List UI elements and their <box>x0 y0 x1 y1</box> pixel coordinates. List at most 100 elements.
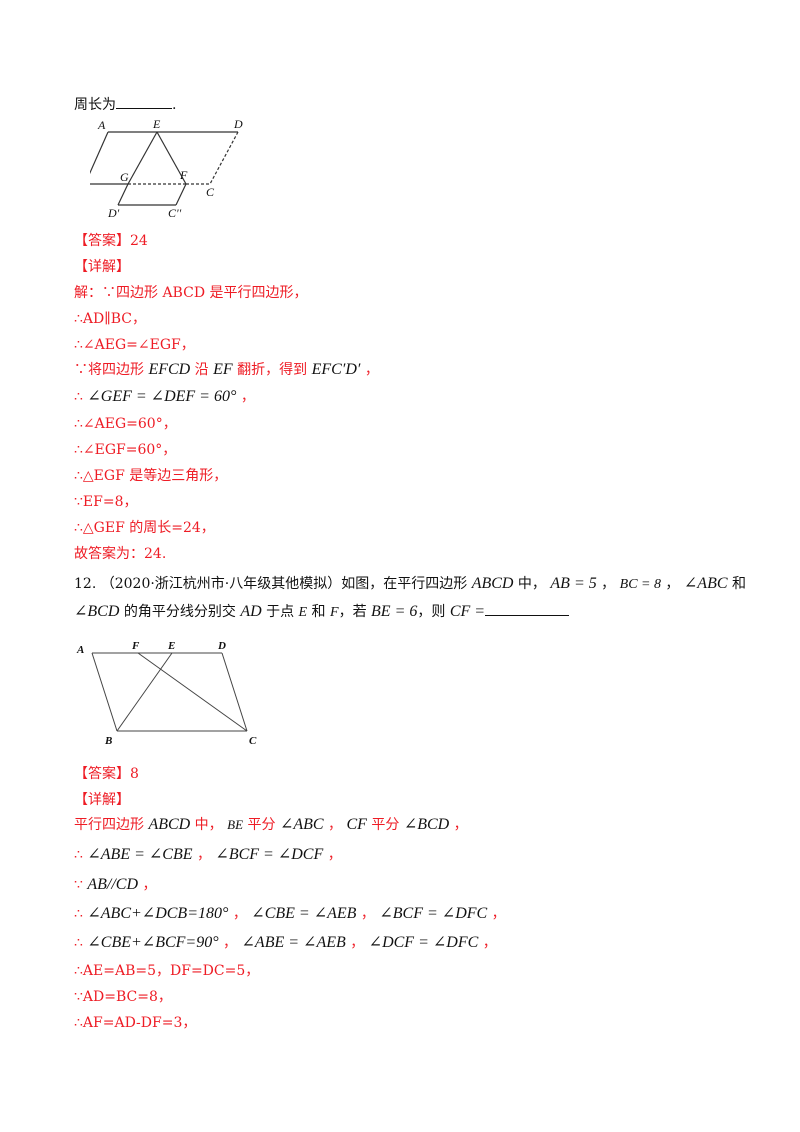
svg-text:E: E <box>167 640 175 652</box>
q12-step-8: ∴AF=AD-DF=3， <box>74 1015 197 1031</box>
step-text: 中， <box>190 817 228 833</box>
q11-step-3: ∴∠AEG=∠EGF， <box>74 337 195 353</box>
svg-text:E: E <box>152 117 161 131</box>
step-text: ， <box>228 906 252 922</box>
q11-prompt-text: 周长为 <box>74 97 116 113</box>
step-text: ， <box>218 935 242 951</box>
step-text: ， <box>449 817 468 833</box>
figure-parallelogram-bisectors: A F E D B C <box>76 640 257 747</box>
q12-detail-label: 【详解】 <box>74 792 130 808</box>
svg-text:F: F <box>179 168 188 182</box>
step-text: ∴ <box>74 906 88 922</box>
svg-text:A: A <box>76 644 84 656</box>
question-text: ， <box>660 576 684 592</box>
q11-detail-label: 【详解】 <box>74 259 130 275</box>
step-text: ， <box>138 877 157 893</box>
q12-step-5: ∴ ∠CBE+∠BCF=90° ， ∠ABE = ∠AEB ， ∠DCF = ∠… <box>74 934 497 952</box>
math-expr: ∠BCF = ∠DFC <box>379 905 488 922</box>
question-text: 如图，在平行四边形 <box>341 576 472 592</box>
q11-step-9: ∵EF=8， <box>74 494 138 510</box>
math-expr: ∠CBE = ∠AEB <box>251 905 357 922</box>
step-text: 平行四边形 <box>74 817 149 833</box>
figure-folded-parallelogram: A E D B G F C D' C'' <box>90 117 243 220</box>
math-expr: AD <box>240 603 262 620</box>
q11-step-10: ∴△GEF 的周长=24， <box>74 520 215 536</box>
math-expr: ∠BCD <box>403 816 450 833</box>
q12-step-1: 平行四边形 ABCD 中， BE 平分 ∠ABC ， CF 平分 ∠BCD ， <box>74 816 468 834</box>
step-text: ∵将四边形 <box>74 362 149 378</box>
answer-blank <box>116 96 172 109</box>
math-expr: ABCD <box>471 575 514 592</box>
q12-step-6: ∴AE=AB=5，DF=DC=5， <box>74 963 260 979</box>
svg-text:A: A <box>97 118 106 132</box>
question-text: ，则 <box>417 604 450 620</box>
step-text: 沿 <box>190 362 214 378</box>
q11-prompt-tail: 周长为. <box>74 96 176 114</box>
step-text: ， <box>360 362 379 378</box>
step-text: 翻折，得到 <box>232 362 312 378</box>
math-expr: ∠CBE+∠BCF=90° <box>87 934 219 951</box>
math-expr: ∠ABE = ∠CBE <box>87 846 193 863</box>
math-expr: EF <box>213 361 233 378</box>
math-expr: ∠ABC+∠DCB=180° <box>87 905 229 922</box>
q12-step-3: ∵ AB//CD ， <box>74 876 156 894</box>
q12-answer: 【答案】8 <box>74 765 139 783</box>
answer-label: 【答案】 <box>74 766 130 782</box>
svg-text:B: B <box>90 185 91 199</box>
question-text: 和 <box>727 576 746 592</box>
step-text: ∴ <box>74 847 88 863</box>
q12-question-line-2: ∠BCD 的角平分线分别交 AD 于点 E 和 F，若 BE = 6，则 CF … <box>74 603 570 622</box>
step-text: ， <box>323 817 347 833</box>
q12-step-2: ∴ ∠ABE = ∠CBE ， ∠BCF = ∠DCF ， <box>74 846 342 864</box>
answer-label: 【答案】 <box>74 233 130 249</box>
step-text: ， <box>487 906 506 922</box>
svg-text:D: D <box>233 117 243 131</box>
question-text: 的角平分线分别交 <box>119 604 241 620</box>
svg-text:F: F <box>131 640 140 652</box>
math-expr: ∠GEF = ∠DEF = 60° <box>87 388 237 405</box>
step-text: ∵ <box>74 877 88 893</box>
math-expr: ∠BCD <box>74 603 120 620</box>
step-text: ， <box>356 906 380 922</box>
math-expr: ∠ABE = ∠AEB <box>241 934 346 951</box>
q11-step-6: ∴∠AEG=60°， <box>74 416 177 432</box>
svg-text:D': D' <box>107 206 120 220</box>
svg-text:D: D <box>217 640 226 652</box>
svg-text:C: C <box>249 735 257 747</box>
math-expr: AB = 5 <box>550 575 597 592</box>
question-text: ，若 <box>338 604 372 620</box>
math-expr: EFC′D′ <box>311 361 361 378</box>
q11-step-1: 解：∵四边形 ABCD 是平行四边形， <box>74 285 308 301</box>
step-text: ∴ <box>74 935 88 951</box>
step-text: ， <box>192 847 216 863</box>
answer-value: 8 <box>130 766 139 782</box>
question-text: 和 <box>307 604 331 620</box>
svg-text:C'': C'' <box>168 206 182 220</box>
q11-prompt-period: . <box>172 97 177 113</box>
step-text: ， <box>323 847 342 863</box>
question-text: 中， <box>513 576 551 592</box>
step-text: ， <box>236 389 255 405</box>
math-expr: ABCD <box>148 816 191 833</box>
question-text: 于点 <box>261 604 299 620</box>
math-expr: F <box>330 605 339 620</box>
q11-step-8: ∴△EGF 是等边三角形， <box>74 468 228 484</box>
q11-step-11: 故答案为：24. <box>74 546 167 562</box>
math-expr: BE = 6 <box>371 603 418 620</box>
math-expr: CF = <box>449 603 486 620</box>
step-text: ∴ <box>74 389 88 405</box>
question-text: ， <box>596 576 620 592</box>
q11-answer: 【答案】24 <box>74 232 148 250</box>
q11-step-2: ∴AD∥BC， <box>74 311 146 327</box>
question-source: （2020·浙江杭州市·八年级其他模拟） <box>100 576 342 592</box>
math-expr: CF <box>346 816 367 833</box>
q12-question-line-1: 12. （2020·浙江杭州市·八年级其他模拟）如图，在平行四边形 ABCD 中… <box>74 575 746 594</box>
math-expr: ∠BCF = ∠DCF <box>215 846 324 863</box>
math-expr: E <box>298 605 308 620</box>
step-text: ， <box>478 935 497 951</box>
step-text: ， <box>345 935 369 951</box>
math-expr: ∠ABC <box>279 816 324 833</box>
math-expr: ∠ABC <box>683 575 728 592</box>
step-text: 平分 <box>243 817 280 833</box>
svg-text:B: B <box>104 735 112 747</box>
